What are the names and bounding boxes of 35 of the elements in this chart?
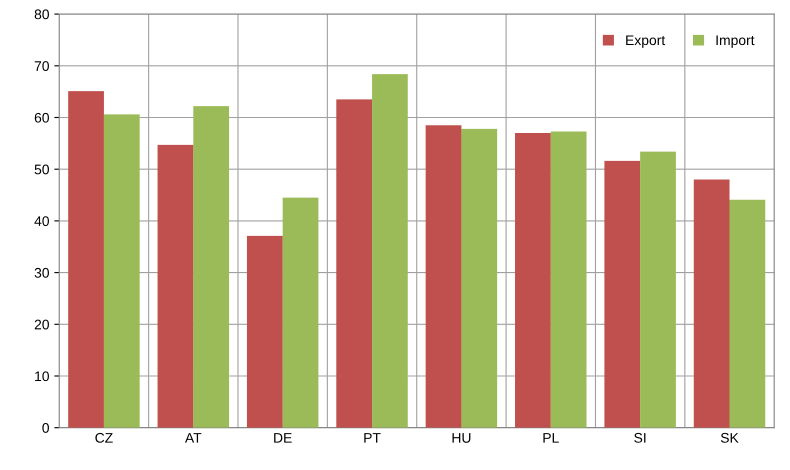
bar	[461, 128, 498, 428]
y-tick-label: 80	[34, 9, 49, 20]
y-tick-label: 60	[34, 112, 49, 123]
x-tick-label: CZ	[95, 432, 113, 443]
x-tick-label: PL	[543, 433, 559, 443]
y-tick-label: 0	[42, 423, 49, 433]
legend-label: Export	[626, 35, 666, 48]
bar	[694, 180, 730, 428]
bar	[730, 200, 766, 428]
bar	[246, 236, 283, 428]
bar	[104, 114, 140, 428]
y-tick-label: 20	[34, 320, 49, 330]
y-tick-label: 40	[34, 216, 49, 226]
x-tick-label: PT	[364, 433, 381, 443]
bar	[515, 133, 551, 428]
bar	[158, 144, 194, 428]
bar	[193, 106, 230, 428]
bar	[282, 198, 318, 428]
bar	[640, 152, 676, 428]
y-tick-label: 30	[34, 268, 49, 278]
x-tick-label: SI	[634, 432, 646, 443]
bar	[550, 131, 587, 428]
legend-label: Import	[716, 35, 754, 48]
y-tick-label: 10	[35, 371, 49, 382]
x-tick-label: AT	[184, 433, 202, 443]
bar	[426, 125, 462, 428]
x-tick-label: DE	[274, 433, 292, 443]
y-tick-label: 70	[34, 61, 49, 71]
bar	[372, 74, 408, 428]
y-tick-label: 50	[34, 164, 49, 174]
bar	[68, 91, 104, 428]
bar	[604, 160, 640, 428]
x-tick-label: HU	[452, 433, 470, 443]
bar	[336, 99, 372, 428]
x-tick-label: SK	[720, 432, 739, 443]
